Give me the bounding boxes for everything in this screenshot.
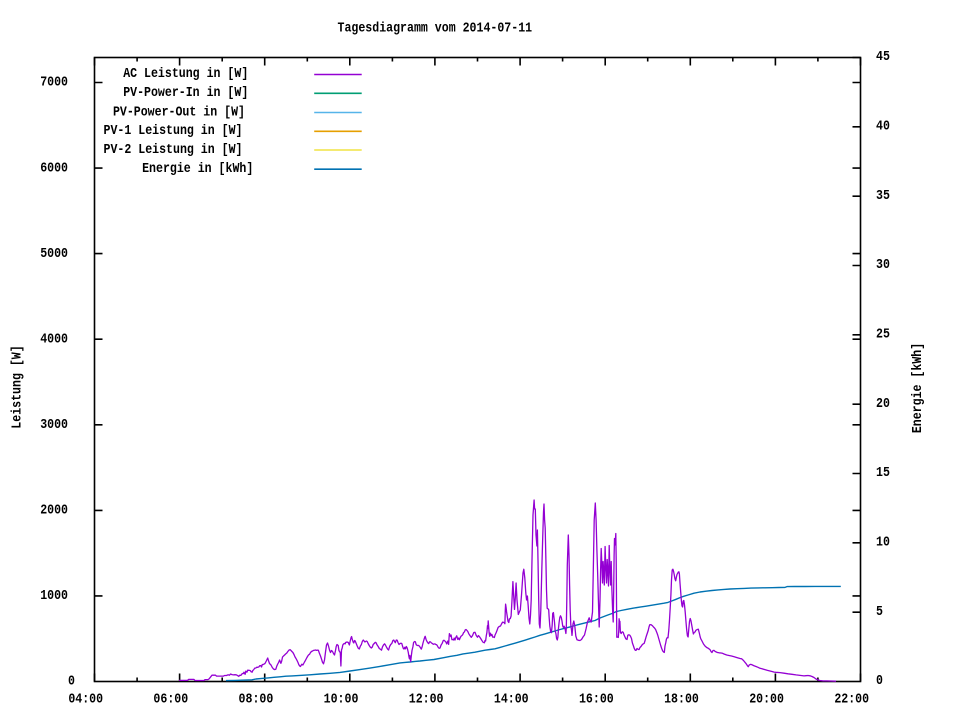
svg-text:16:00: 16:00 (579, 692, 614, 708)
svg-text:10: 10 (876, 535, 890, 551)
svg-text:7000: 7000 (40, 75, 68, 91)
svg-text:5000: 5000 (40, 246, 68, 262)
svg-text:3000: 3000 (40, 417, 68, 433)
svg-text:Energie [kWh]: Energie [kWh] (910, 343, 926, 433)
svg-text:20:00: 20:00 (749, 692, 784, 708)
svg-text:20: 20 (876, 396, 890, 412)
svg-text:PV-1 Leistung in [W]: PV-1 Leistung in [W] (104, 123, 243, 139)
svg-text:30: 30 (876, 257, 890, 273)
svg-text:4000: 4000 (40, 331, 68, 347)
svg-text:5: 5 (876, 604, 883, 620)
svg-text:PV-Power-Out in [W]: PV-Power-Out in [W] (113, 104, 245, 120)
svg-text:2000: 2000 (40, 503, 68, 519)
svg-text:12:00: 12:00 (409, 692, 444, 708)
svg-text:PV-2 Leistung in [W]: PV-2 Leistung in [W] (104, 142, 243, 158)
svg-text:06:00: 06:00 (153, 692, 188, 708)
svg-text:40: 40 (876, 119, 890, 135)
svg-text:AC Leistung in [W]: AC Leistung in [W] (123, 66, 248, 82)
svg-text:04:00: 04:00 (68, 692, 103, 708)
svg-text:10:00: 10:00 (324, 692, 359, 708)
svg-text:45: 45 (876, 49, 890, 65)
svg-text:25: 25 (876, 327, 890, 343)
svg-text:14:00: 14:00 (494, 692, 529, 708)
svg-text:1000: 1000 (40, 588, 68, 604)
svg-text:PV-Power-In in [W]: PV-Power-In in [W] (123, 85, 248, 101)
svg-text:0: 0 (68, 674, 75, 690)
svg-text:35: 35 (876, 188, 890, 204)
svg-text:0: 0 (876, 673, 883, 689)
svg-text:15: 15 (876, 465, 890, 481)
svg-text:Tagesdiagramm vom 2014-07-11: Tagesdiagramm vom 2014-07-11 (338, 20, 533, 36)
svg-text:22:00: 22:00 (834, 692, 869, 708)
svg-text:18:00: 18:00 (664, 692, 699, 708)
svg-text:Energie in [kWh]: Energie in [kWh] (142, 161, 253, 177)
svg-text:Leistung [W]: Leistung [W] (10, 345, 26, 428)
svg-text:6000: 6000 (40, 160, 68, 176)
svg-text:08:00: 08:00 (239, 692, 274, 708)
